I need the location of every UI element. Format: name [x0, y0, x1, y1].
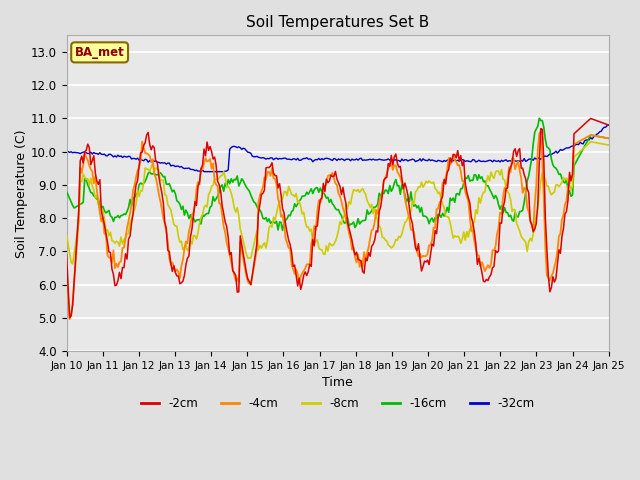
Text: BA_met: BA_met — [75, 46, 125, 59]
X-axis label: Time: Time — [323, 376, 353, 389]
Legend: -2cm, -4cm, -8cm, -16cm, -32cm: -2cm, -4cm, -8cm, -16cm, -32cm — [136, 392, 540, 415]
Title: Soil Temperatures Set B: Soil Temperatures Set B — [246, 15, 429, 30]
Y-axis label: Soil Temperature (C): Soil Temperature (C) — [15, 129, 28, 257]
